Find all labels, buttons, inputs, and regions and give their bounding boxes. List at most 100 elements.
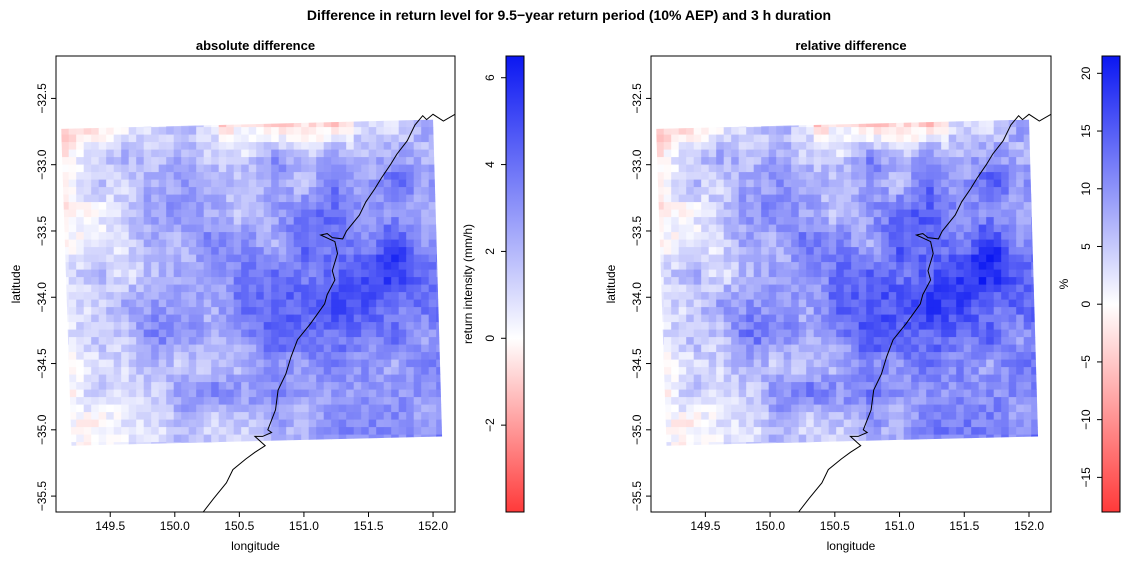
heatmap-cell (1031, 247, 1039, 255)
heatmap-cell (858, 119, 867, 128)
heatmap-cell (1031, 127, 1039, 135)
heatmap-cell (308, 427, 317, 435)
heatmap-cell (353, 202, 362, 210)
heatmap-cell (428, 367, 437, 375)
heatmap-cell (151, 352, 160, 360)
heatmap-cell (678, 224, 687, 233)
heatmap-cell (173, 239, 182, 248)
heatmap-cell (888, 247, 897, 255)
heatmap-cell (933, 344, 942, 353)
heatmap-cell (436, 202, 443, 210)
heatmap-cell (406, 142, 415, 150)
heatmap-cell (986, 374, 995, 383)
heatmap-cell (791, 277, 800, 285)
heatmap-cell (121, 329, 130, 338)
heatmap-cell (798, 277, 807, 285)
heatmap-cell (143, 247, 152, 255)
heatmap-cell (136, 307, 145, 315)
heatmap-cell (731, 262, 740, 270)
heatmap-cell (106, 134, 115, 143)
heatmap-cell (993, 194, 1002, 203)
heatmap-cell (136, 209, 145, 218)
heatmap-cell (828, 389, 837, 398)
heatmap-cell (188, 322, 197, 330)
heatmap-cell (738, 187, 747, 195)
heatmap-cell (963, 322, 972, 330)
heatmap-cell (233, 157, 242, 165)
heatmap-cell (798, 337, 807, 345)
heatmap-cell (926, 127, 935, 135)
heatmap-cell (686, 322, 695, 330)
y-tick-label: −33.0 (630, 149, 644, 180)
heatmap-cell (903, 427, 912, 435)
heatmap-cell (121, 239, 130, 248)
heatmap-cell (83, 202, 92, 210)
heatmap-cell (233, 352, 242, 360)
heatmap-cell (731, 172, 740, 180)
heatmap-cell (248, 119, 257, 128)
heatmap-cell (813, 224, 822, 233)
heatmap-cell (693, 277, 702, 285)
heatmap-cell (768, 277, 777, 285)
heatmap-cell (413, 314, 422, 323)
heatmap-cell (278, 314, 287, 323)
heatmap-cell (881, 187, 890, 195)
heatmap-cell (761, 134, 770, 143)
heatmap-cell (686, 404, 695, 413)
heatmap-cell (271, 442, 280, 446)
heatmap-cell (61, 397, 70, 405)
heatmap-cell (821, 359, 830, 368)
heatmap-cell (383, 119, 392, 128)
heatmap-cell (798, 419, 807, 428)
heatmap-cell (181, 307, 190, 315)
coastline (798, 113, 1051, 512)
heatmap-cell (686, 254, 695, 263)
heatmap-cell (106, 187, 115, 195)
heatmap-cell (723, 412, 732, 420)
heatmap-cell (248, 239, 257, 248)
heatmap-cell (256, 427, 265, 435)
heatmap-cell (911, 142, 920, 150)
heatmap-cell (903, 329, 912, 338)
heatmap-cell (128, 382, 137, 390)
heatmap-cell (948, 397, 957, 405)
heatmap-cell (671, 232, 680, 240)
heatmap-cell (241, 284, 250, 293)
heatmap-cell (406, 329, 415, 338)
heatmap-cell (263, 427, 272, 435)
heatmap-cell (211, 209, 220, 218)
heatmap-cell (731, 134, 740, 143)
heatmap-cell (678, 194, 687, 203)
heatmap-cell (106, 142, 115, 150)
heatmap-cell (76, 179, 85, 188)
heatmap-cell (353, 194, 362, 203)
heatmap-cell (1008, 217, 1017, 225)
heatmap-cell (218, 157, 227, 165)
heatmap-cell (723, 397, 732, 405)
heatmap-cell (693, 224, 702, 233)
heatmap-cell (873, 172, 882, 180)
heatmap-cell (293, 202, 302, 210)
heatmap-cell (98, 269, 107, 278)
heatmap-cell (956, 172, 965, 180)
heatmap-cell (843, 284, 852, 293)
heatmap-cell (346, 404, 355, 413)
heatmap-cell (791, 359, 800, 368)
heatmap-cell (218, 427, 227, 435)
heatmap-cell (903, 374, 912, 383)
heatmap-cell (783, 307, 792, 315)
heatmap-cell (233, 134, 242, 143)
heatmap-cell (226, 277, 235, 285)
heatmap-cell (143, 404, 152, 413)
heatmap-cell (218, 269, 227, 278)
heatmap-cell (398, 157, 407, 165)
heatmap-cell (881, 434, 890, 443)
heatmap-cell (783, 374, 792, 383)
heatmap-cell (151, 389, 160, 398)
heatmap-cell (1023, 164, 1032, 173)
heatmap-cell (858, 389, 867, 398)
heatmap-cell (61, 202, 70, 210)
heatmap-cell (663, 164, 672, 173)
heatmap-cell (836, 262, 845, 270)
heatmap-cell (203, 374, 212, 383)
